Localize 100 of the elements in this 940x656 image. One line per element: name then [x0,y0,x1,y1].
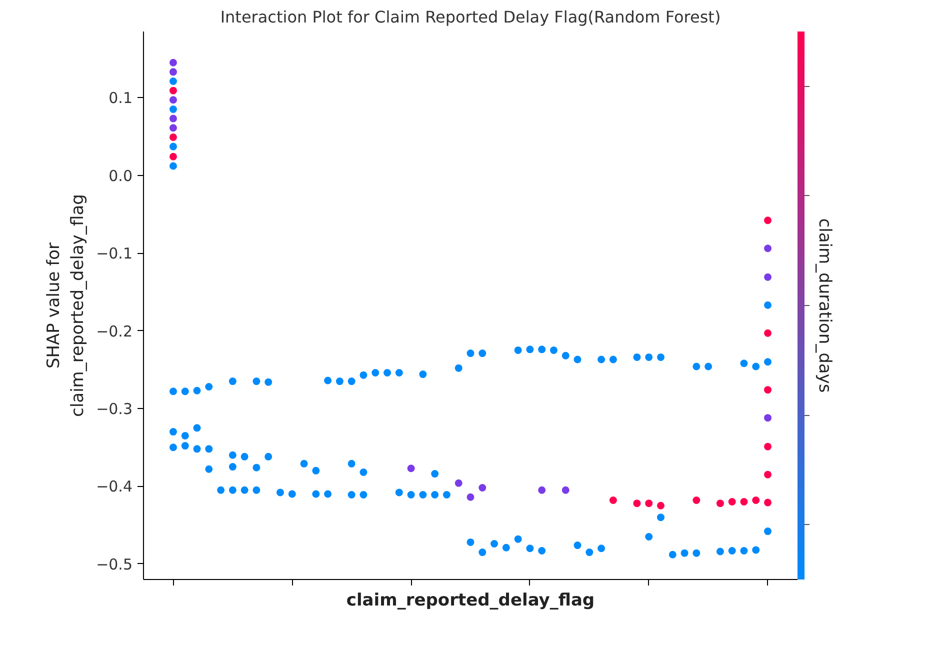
point [598,544,606,552]
point [205,445,213,453]
point [169,444,177,452]
point [288,490,296,498]
point [538,346,546,354]
point [740,546,748,554]
point [228,463,236,471]
y-axis-title: SHAP value for claim_reported_delay_flag [44,194,88,417]
point [490,540,498,548]
y-tick-label: −0.3 [96,400,133,418]
point [300,460,308,468]
point [252,486,260,494]
point [276,488,284,496]
point [324,490,332,498]
point [181,388,189,396]
point [574,542,582,550]
point [526,544,534,552]
point [514,346,522,354]
point [740,498,748,506]
point [169,105,177,113]
point [372,368,380,376]
point [360,468,368,476]
y-tick-label: 0.0 [108,166,133,185]
point [466,350,474,358]
y-tick-label: −0.5 [96,555,133,574]
point [169,152,177,160]
point [598,356,606,364]
point [526,346,534,354]
point [442,491,450,499]
point [360,491,368,499]
point [609,496,617,504]
point [466,538,474,546]
y-tick-label: −0.4 [96,478,133,496]
point [716,548,724,556]
point [252,464,260,472]
point [169,388,177,396]
point [668,550,676,558]
point [360,371,368,379]
point [169,162,177,170]
point [193,445,201,453]
point [419,491,427,499]
point [431,470,439,478]
y-tick-label: −0.2 [96,322,133,340]
point [764,528,772,536]
point [716,500,724,508]
point [217,486,225,494]
point [657,502,665,510]
point [692,362,700,370]
point [252,378,260,386]
point [193,386,201,394]
color-bar-title: claim_duration_days [814,218,834,393]
point [264,378,272,386]
point [645,500,653,508]
point [312,466,320,474]
point [645,533,653,540]
point [348,378,356,386]
point [169,124,177,132]
point [657,514,665,522]
point [395,488,403,496]
point [205,465,213,473]
point [550,346,558,354]
point [562,352,570,360]
point [752,362,760,370]
point [419,370,427,378]
point [633,353,641,361]
point [740,360,748,368]
point [431,491,439,499]
point [645,353,653,361]
point [704,362,712,370]
point [454,364,462,372]
point [609,356,617,364]
chart-title: Interaction Plot for Claim Reported Delay Flag(Random Forest) [220,8,721,26]
point [312,490,320,498]
point [586,548,594,556]
point [348,460,356,468]
point [752,546,760,554]
y-tick-label: −0.1 [96,244,133,263]
point [407,491,415,499]
x-axis-title: claim_reported_delay_flag [346,590,595,610]
point [181,442,189,450]
point [395,368,403,376]
point [692,496,700,504]
point [680,549,688,557]
point [205,382,213,390]
point [764,498,772,506]
point [764,244,772,252]
point [752,496,760,504]
point [502,544,510,552]
point [384,368,392,376]
point [228,378,236,386]
y-tick-label: 0.1 [108,89,133,108]
point [514,535,522,543]
point [764,358,772,366]
point [348,491,356,499]
point [324,376,332,384]
point [728,546,736,554]
point [764,442,772,450]
point [240,486,248,494]
point [478,350,486,358]
point [336,378,344,386]
